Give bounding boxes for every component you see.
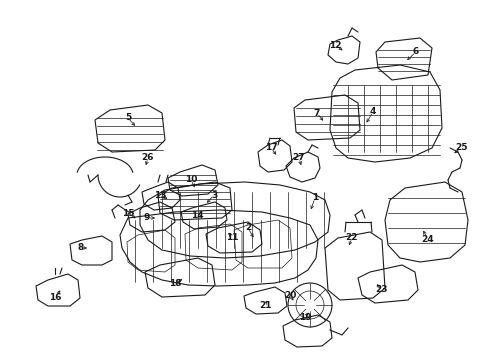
Text: 10: 10 [184, 175, 197, 184]
Text: 2: 2 [244, 224, 251, 233]
Text: 11: 11 [225, 234, 238, 243]
Text: 1: 1 [311, 194, 318, 202]
Text: 8: 8 [78, 243, 84, 252]
Text: 13: 13 [153, 190, 166, 199]
Text: 26: 26 [142, 153, 154, 162]
Text: 19: 19 [298, 314, 311, 323]
Text: 14: 14 [190, 211, 203, 220]
Text: 25: 25 [454, 144, 467, 153]
Text: 17: 17 [264, 144, 277, 153]
Text: 5: 5 [124, 113, 131, 122]
Text: 12: 12 [328, 40, 341, 49]
Text: 27: 27 [292, 153, 305, 162]
Text: 22: 22 [345, 234, 358, 243]
Text: 9: 9 [143, 213, 150, 222]
Text: 6: 6 [412, 48, 418, 57]
Text: 15: 15 [122, 208, 134, 217]
Text: 24: 24 [421, 235, 433, 244]
Text: 16: 16 [49, 293, 61, 302]
Text: 21: 21 [258, 301, 271, 310]
Text: 3: 3 [210, 190, 217, 199]
Text: 4: 4 [369, 108, 375, 117]
Text: 20: 20 [283, 291, 296, 300]
Text: 7: 7 [313, 108, 320, 117]
Text: 23: 23 [375, 285, 387, 294]
Text: 18: 18 [168, 279, 181, 288]
